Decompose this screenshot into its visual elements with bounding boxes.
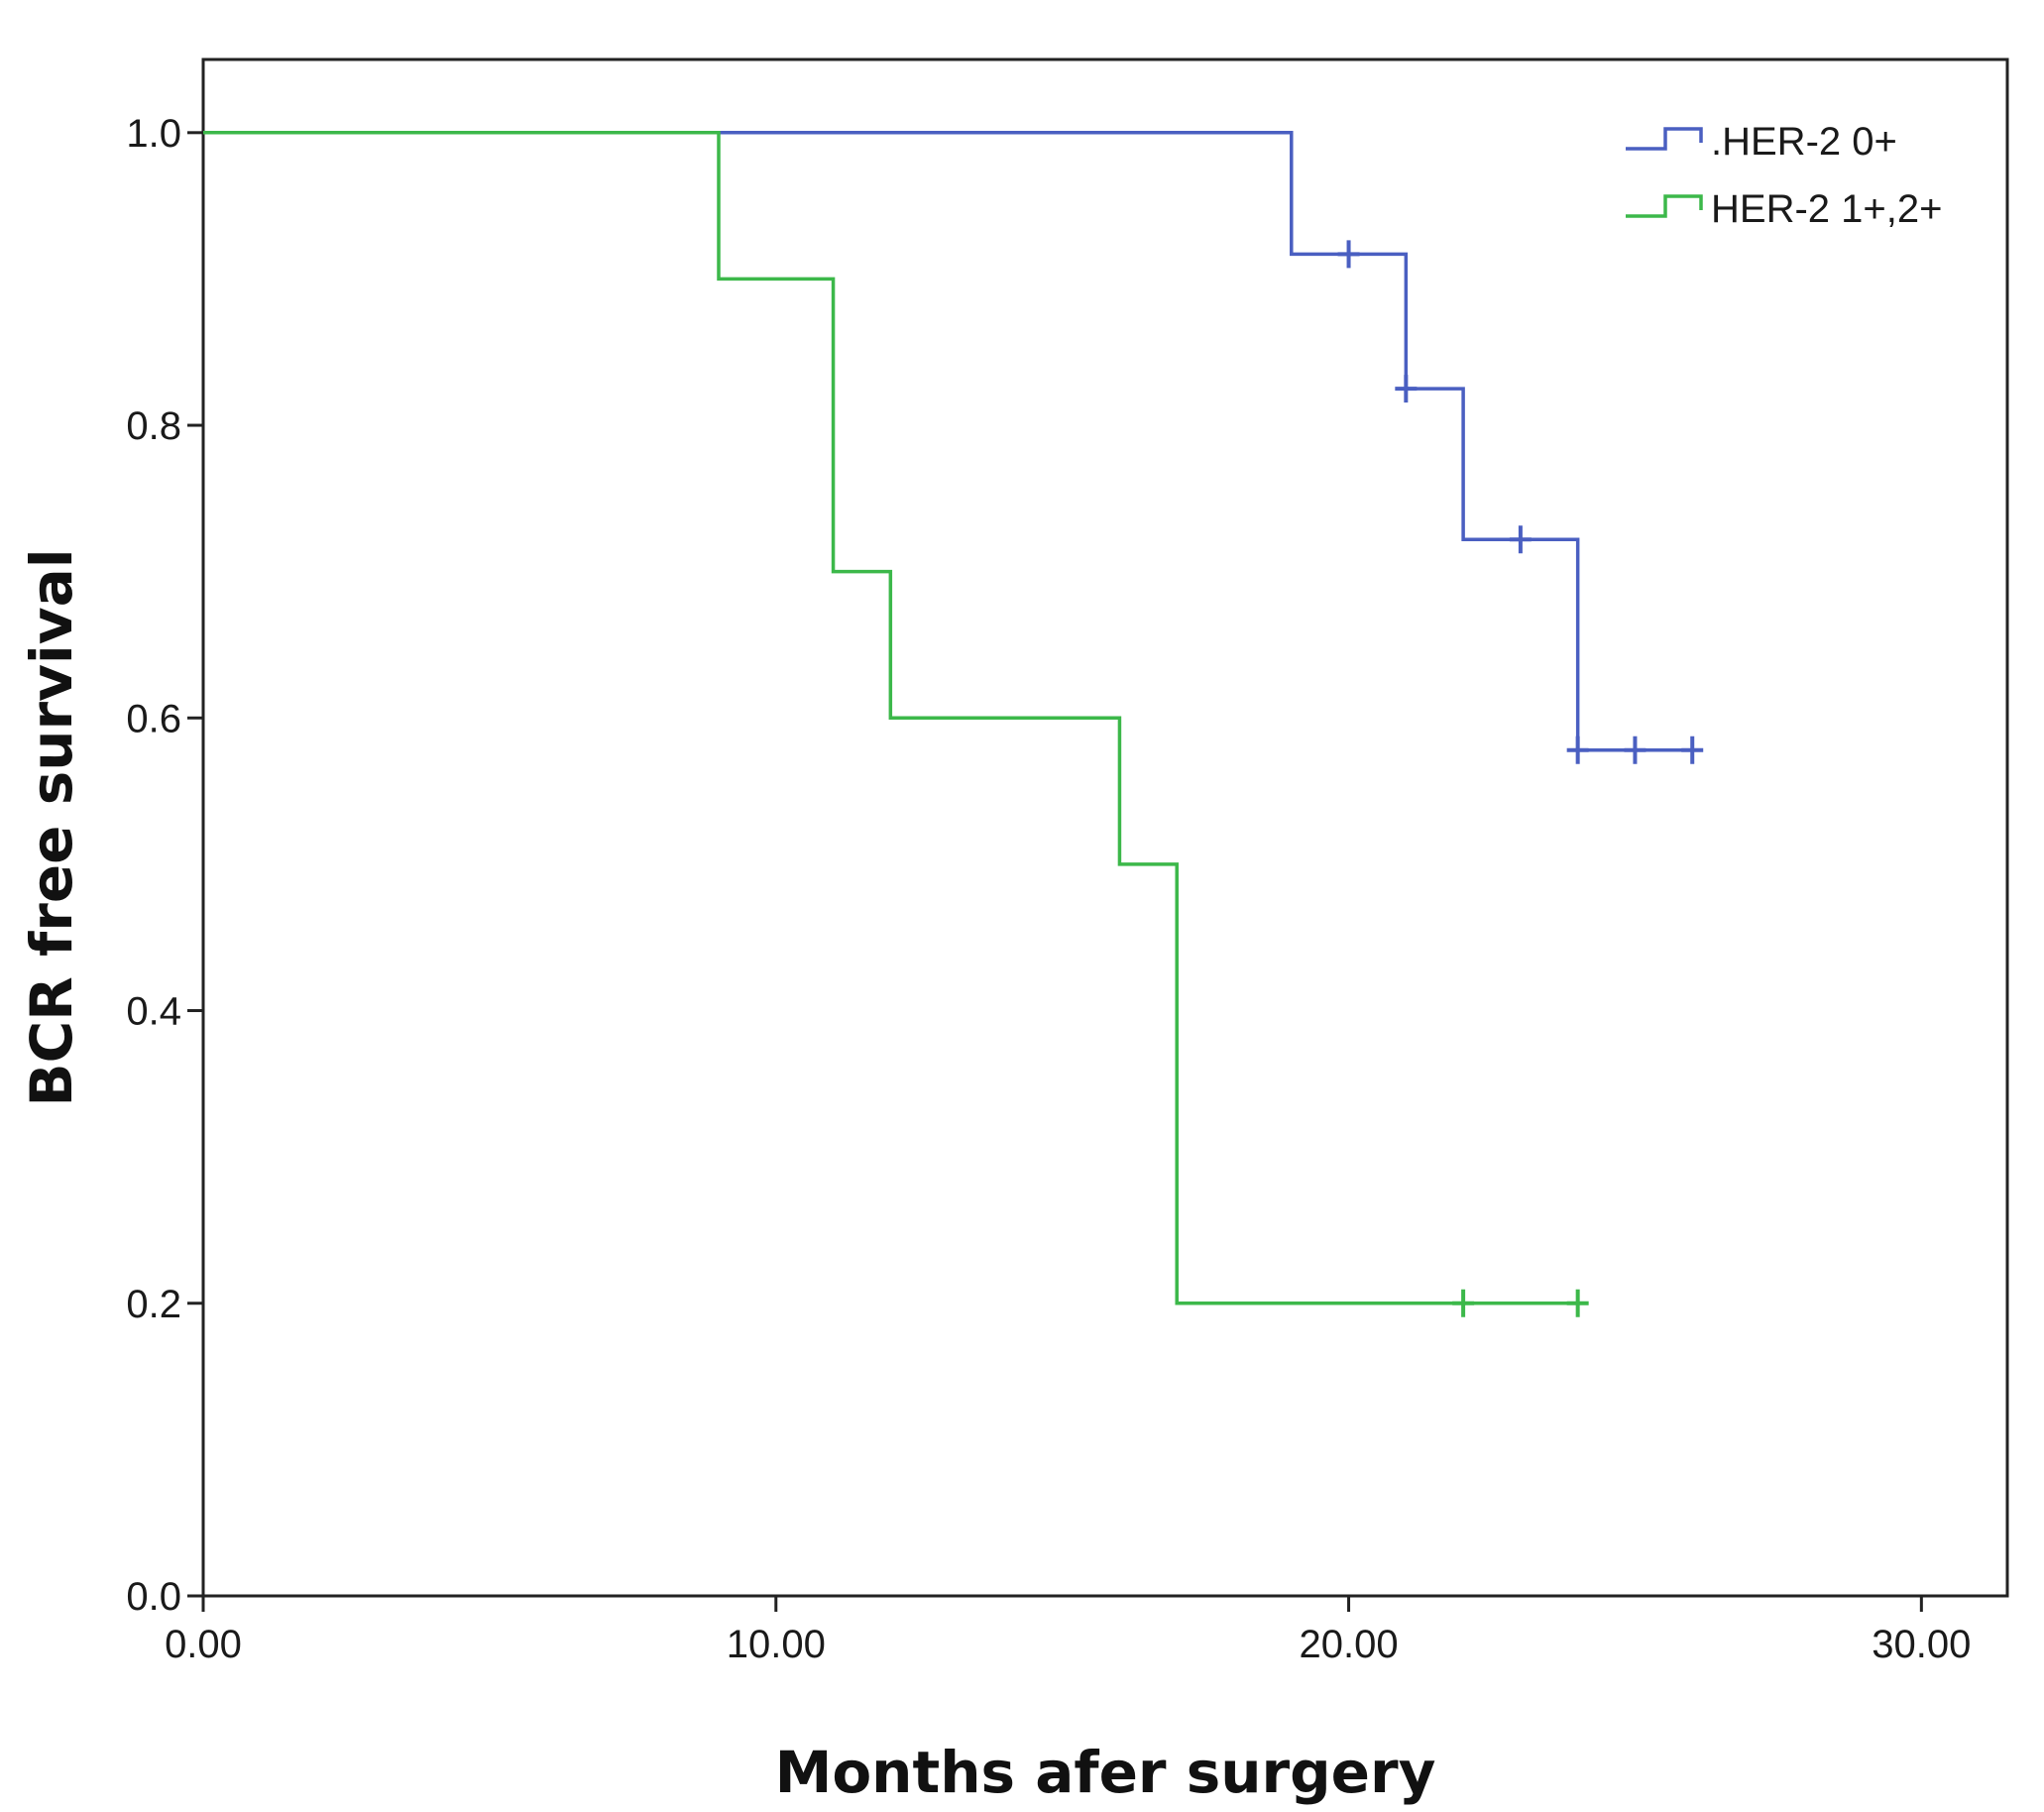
censor-mark [1681, 736, 1704, 764]
censor-mark [1395, 375, 1418, 403]
x-tick-label: 20.00 [1300, 1623, 1399, 1666]
legend-label-1: HER-2 1+,2+ [1711, 187, 1942, 231]
legend-label-0: .HER-2 0+ [1711, 120, 1897, 164]
x-axis: 0.00 10.00 20.00 30.00 [165, 1596, 1971, 1666]
y-tick-label: 0.4 [126, 990, 181, 1034]
x-tick-label: 30.00 [1872, 1623, 1971, 1666]
y-tick-label: 1.0 [126, 112, 181, 156]
censor-mark [1452, 1289, 1475, 1317]
censor-mark [1566, 1289, 1589, 1317]
y-axis: 0.0 0.2 0.4 0.6 0.8 1.0 [126, 112, 203, 1619]
legend: .HER-2 0+ HER-2 1+,2+ [1626, 120, 1942, 231]
x-tick-label: 0.00 [165, 1623, 242, 1666]
y-axis-title: BCR free survival [18, 548, 85, 1106]
plot-frame [201, 57, 2009, 1598]
series-line-1 [203, 131, 1578, 1305]
censor-mark [1624, 736, 1647, 764]
legend-swatch-0 [1626, 127, 1703, 151]
legend-swatch-1 [1626, 194, 1703, 218]
censor-mark [1566, 736, 1589, 764]
censor-mark [1509, 525, 1532, 554]
x-axis-title: Months afer surgery [775, 1739, 1436, 1806]
censor-mark [1337, 240, 1360, 269]
y-tick-label: 0.6 [126, 697, 181, 740]
series-lines [203, 131, 1704, 1317]
y-tick-label: 0.0 [126, 1575, 181, 1619]
y-tick-label: 0.8 [126, 404, 181, 448]
x-tick-label: 10.00 [727, 1623, 826, 1666]
y-tick-label: 0.2 [126, 1283, 181, 1326]
series-line-0 [203, 131, 1693, 752]
